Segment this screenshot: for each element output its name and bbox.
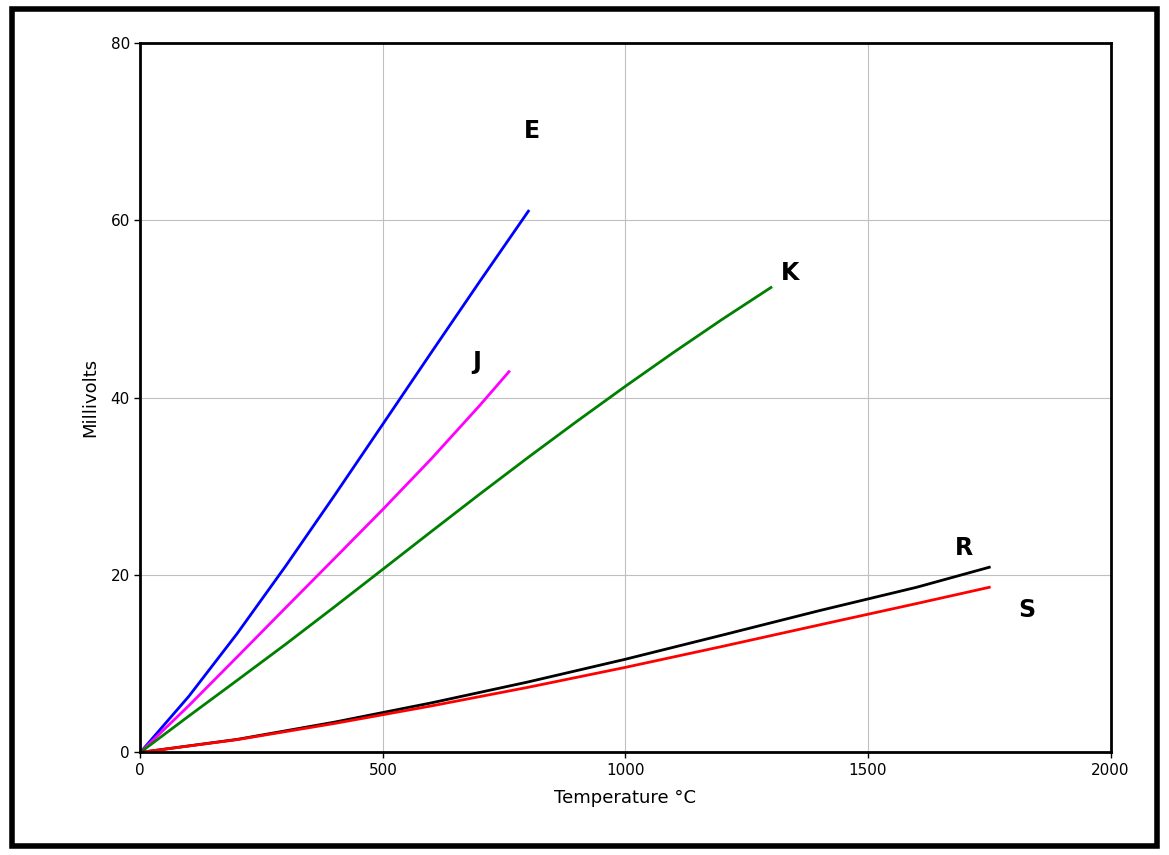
Text: J: J bbox=[472, 350, 482, 374]
Text: K: K bbox=[781, 262, 800, 286]
X-axis label: Temperature °C: Temperature °C bbox=[554, 789, 697, 807]
Y-axis label: Millivolts: Millivolts bbox=[82, 358, 99, 437]
Text: R: R bbox=[955, 536, 974, 560]
Text: S: S bbox=[1018, 598, 1036, 622]
Text: E: E bbox=[524, 120, 540, 144]
